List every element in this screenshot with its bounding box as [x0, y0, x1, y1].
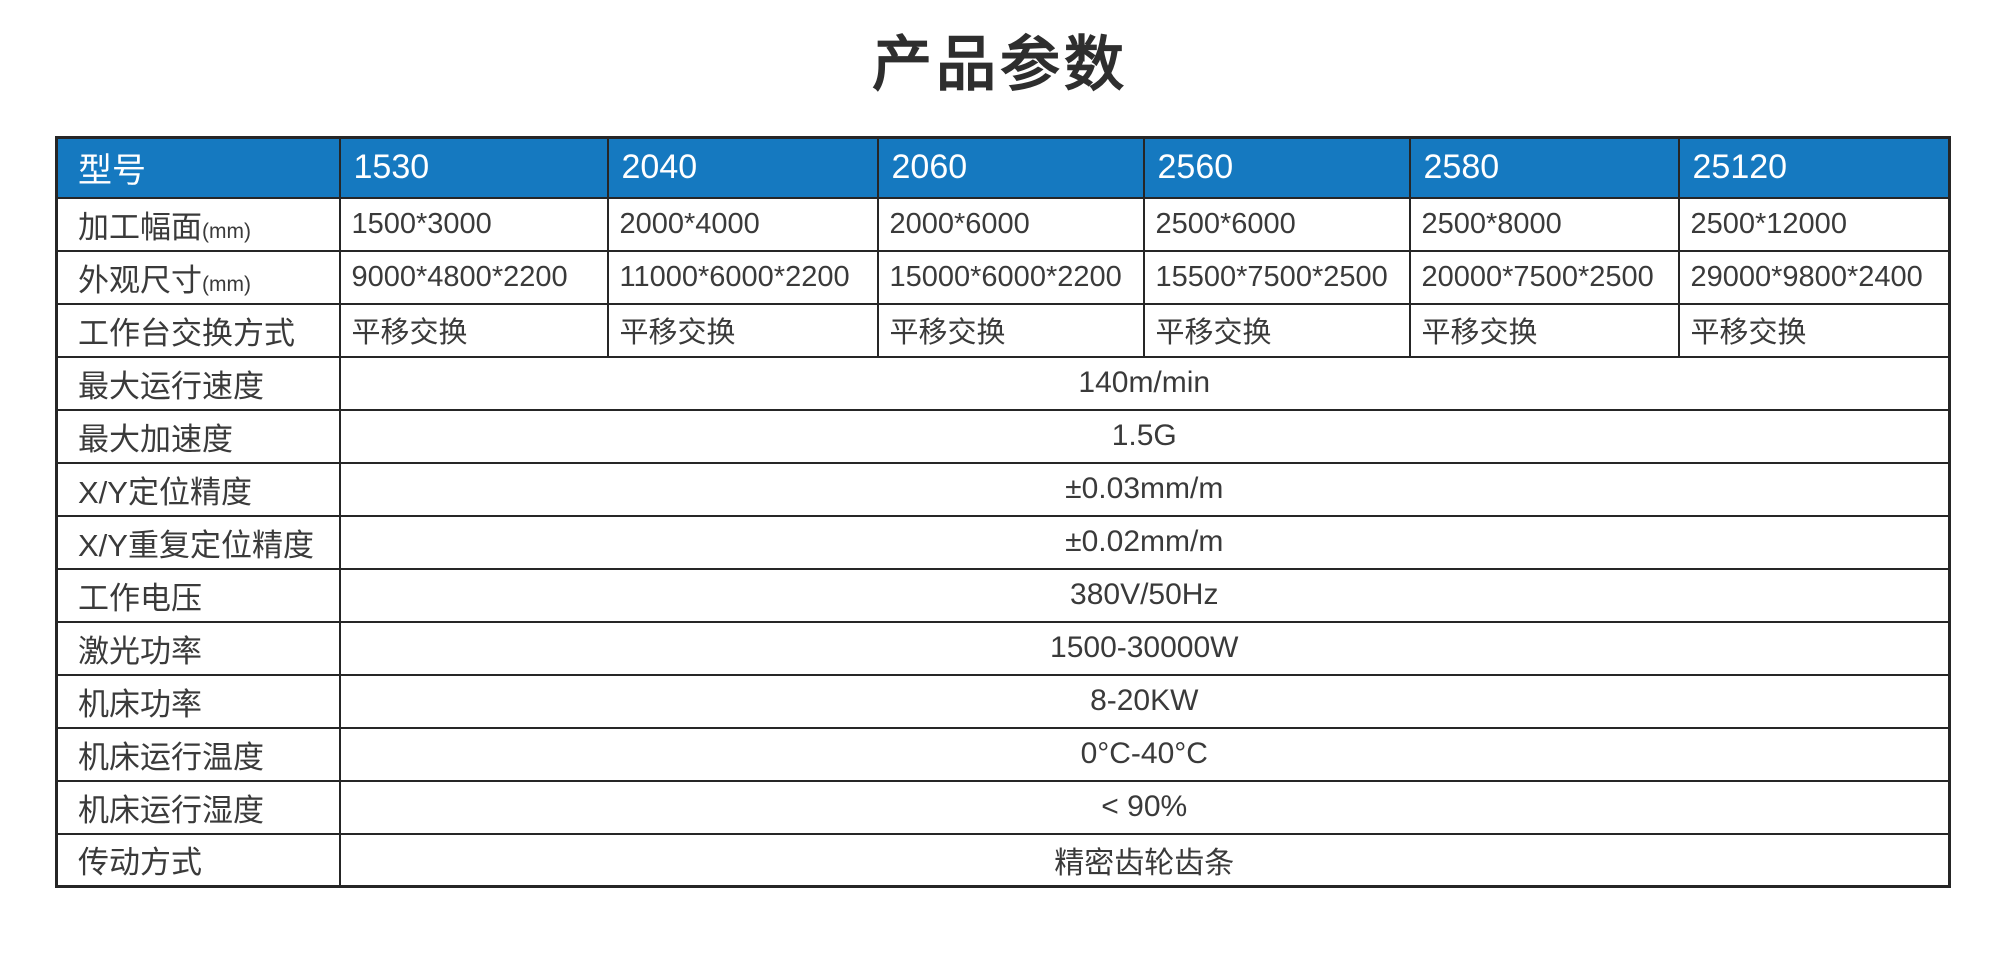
spec-value: 2000*6000	[876, 196, 1145, 252]
spec-value: 平移交换	[606, 302, 879, 358]
header-cell-model-2580: 2580	[1408, 136, 1680, 199]
header-cell-model-1530: 1530	[338, 136, 609, 199]
spec-value: 2500*12000	[1677, 196, 1951, 252]
header-cell-model-2560: 2560	[1142, 136, 1411, 199]
spec-value: 1500*3000	[338, 196, 609, 252]
row-label-operating-temperature: 机床运行温度	[55, 726, 341, 782]
row-label-voltage: 工作电压	[55, 567, 341, 623]
spec-value: 15500*7500*2500	[1142, 249, 1411, 305]
spec-value: 9000*4800*2200	[338, 249, 609, 305]
row-label-text: 外观尺寸	[78, 262, 202, 298]
table-header-row: 型号 1530 2040 2060 2560 2580 25120	[55, 136, 1951, 199]
spec-row-laser-power: 激光功率 1500-30000W	[55, 620, 1951, 676]
row-label-machine-power: 机床功率	[55, 673, 341, 729]
product-spec-table: 型号 1530 2040 2060 2560 2580 25120 加工幅面(m…	[55, 136, 1951, 888]
spec-row-positioning-accuracy: X/Y定位精度 ±0.03mm/m	[55, 461, 1951, 517]
row-label-operating-humidity: 机床运行湿度	[55, 779, 341, 835]
spec-value: 15000*6000*2200	[876, 249, 1145, 305]
spec-value-machine-power: 8-20KW	[338, 673, 1951, 729]
spec-value-repeat-accuracy: ±0.02mm/m	[338, 514, 1951, 570]
spec-row-repeat-accuracy: X/Y重复定位精度 ±0.02mm/m	[55, 514, 1951, 570]
spec-value: 2500*8000	[1408, 196, 1680, 252]
header-cell-model: 型号	[55, 136, 341, 199]
row-label-unit: (mm)	[202, 219, 251, 243]
spec-value-laser-power: 1500-30000W	[338, 620, 1951, 676]
spec-value-operating-temperature: 0°C-40°C	[338, 726, 1951, 782]
spec-row-dimensions: 外观尺寸(mm) 9000*4800*2200 11000*6000*2200 …	[55, 249, 1951, 305]
spec-row-operating-temperature: 机床运行温度 0°C-40°C	[55, 726, 1951, 782]
row-label-working-area: 加工幅面(mm)	[55, 196, 341, 252]
spec-value: 平移交换	[1142, 302, 1411, 358]
spec-value: 平移交换	[1408, 302, 1680, 358]
spec-row-operating-humidity: 机床运行湿度 < 90%	[55, 779, 1951, 835]
row-label-unit: (mm)	[202, 272, 251, 296]
row-label-table-exchange: 工作台交换方式	[55, 302, 341, 358]
page-title: 产品参数	[872, 31, 1128, 98]
spec-value-transmission: 精密齿轮齿条	[338, 832, 1951, 888]
spec-value-voltage: 380V/50Hz	[338, 567, 1951, 623]
spec-row-working-area: 加工幅面(mm) 1500*3000 2000*4000 2000*6000 2…	[55, 196, 1951, 252]
spec-row-machine-power: 机床功率 8-20KW	[55, 673, 1951, 729]
spec-value: 2000*4000	[606, 196, 879, 252]
header-cell-model-2040: 2040	[606, 136, 879, 199]
spec-value: 平移交换	[338, 302, 609, 358]
spec-value: 2500*6000	[1142, 196, 1411, 252]
spec-value: 平移交换	[1677, 302, 1951, 358]
header-cell-model-2060: 2060	[876, 136, 1145, 199]
row-label-dimensions: 外观尺寸(mm)	[55, 249, 341, 305]
row-label-positioning-accuracy: X/Y定位精度	[55, 461, 341, 517]
row-label-repeat-accuracy: X/Y重复定位精度	[55, 514, 341, 570]
row-label-transmission: 传动方式	[55, 832, 341, 888]
spec-row-transmission: 传动方式 精密齿轮齿条	[55, 832, 1951, 888]
row-label-text: 工作台交换方式	[78, 315, 295, 351]
spec-value: 11000*6000*2200	[606, 249, 879, 305]
spec-value: 29000*9800*2400	[1677, 249, 1951, 305]
spec-value-positioning-accuracy: ±0.03mm/m	[338, 461, 1951, 517]
spec-row-voltage: 工作电压 380V/50Hz	[55, 567, 1951, 623]
spec-value-max-acceleration: 1.5G	[338, 408, 1951, 464]
spec-row-max-speed: 最大运行速度 140m/min	[55, 355, 1951, 411]
row-label-max-acceleration: 最大加速度	[55, 408, 341, 464]
spec-row-max-acceleration: 最大加速度 1.5G	[55, 408, 1951, 464]
row-label-laser-power: 激光功率	[55, 620, 341, 676]
spec-value: 平移交换	[876, 302, 1145, 358]
spec-value-max-speed: 140m/min	[338, 355, 1951, 411]
row-label-text: 加工幅面	[78, 209, 202, 245]
spec-value-operating-humidity: < 90%	[338, 779, 1951, 835]
row-label-max-speed: 最大运行速度	[55, 355, 341, 411]
header-cell-model-25120: 25120	[1677, 136, 1951, 199]
spec-value: 20000*7500*2500	[1408, 249, 1680, 305]
spec-row-table-exchange: 工作台交换方式 平移交换 平移交换 平移交换 平移交换 平移交换 平移交换	[55, 302, 1951, 358]
